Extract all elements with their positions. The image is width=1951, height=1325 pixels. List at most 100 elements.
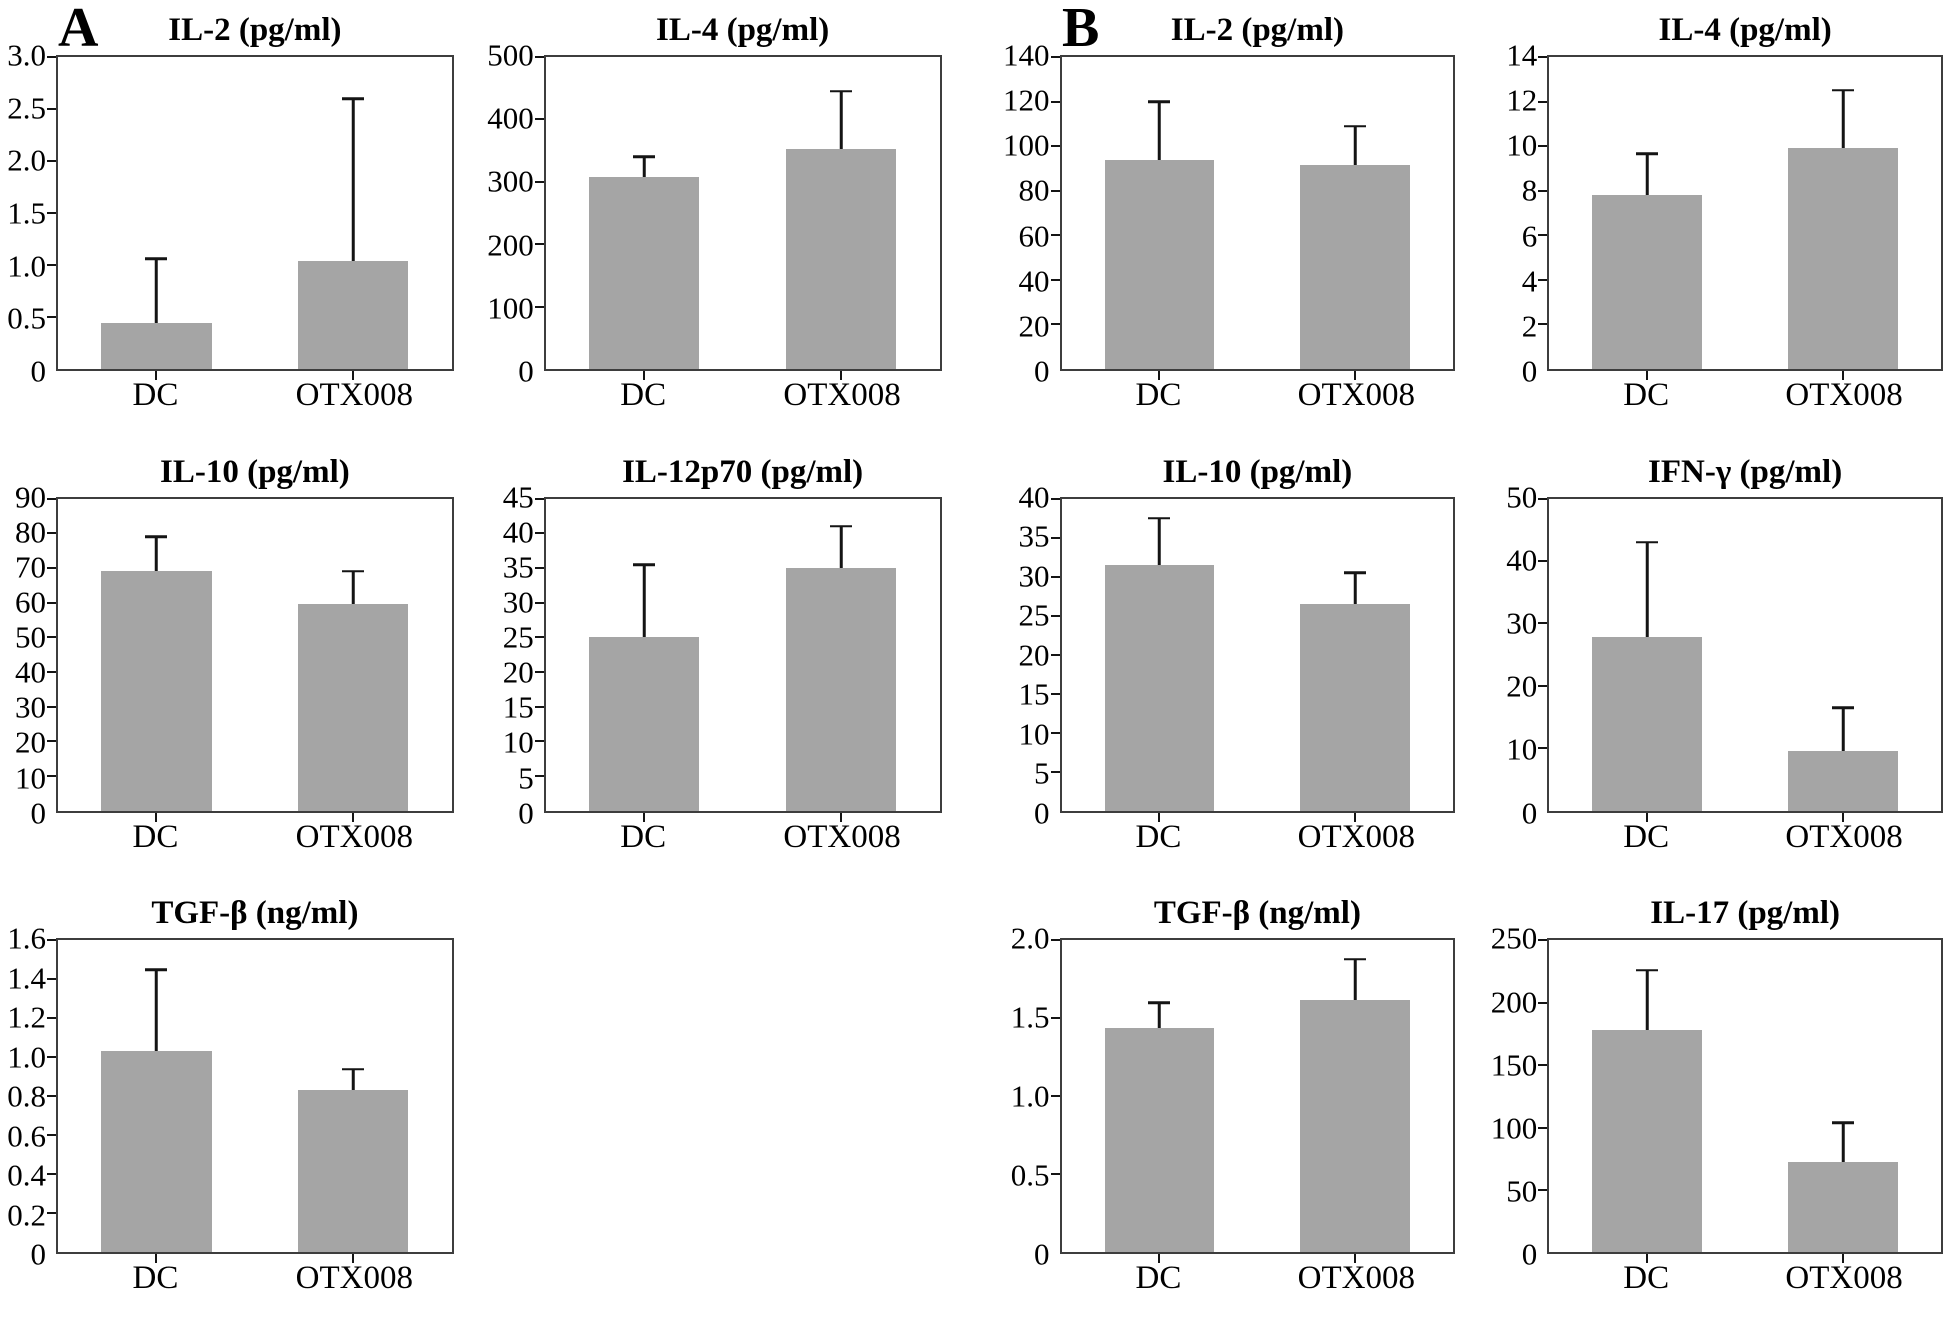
error-bar-cap (342, 570, 365, 573)
chart-cell: IFN-γ (pg/ml) 0 10 20 30 40 50 DC OTX008 (1463, 442, 1951, 884)
error-bar-line (642, 564, 646, 638)
y-tick-label: 20 (15, 724, 46, 760)
y-tick-mark (1538, 747, 1548, 750)
x-tick-mark (1842, 371, 1845, 380)
y-tick-label: 20 (1018, 637, 1050, 673)
x-tick-mark (155, 1254, 158, 1264)
y-tick-label: 10 (15, 760, 46, 796)
x-tick-mark (840, 371, 843, 380)
y-tick-mark (1050, 100, 1060, 103)
panel-label-a: A (58, 0, 99, 59)
y-tick-mark (534, 532, 544, 535)
y-tick-label: 30 (1018, 558, 1050, 594)
x-tick-mark (352, 371, 355, 380)
y-axis-tick-labels: 0 10 20 30 40 50 (1463, 481, 1547, 828)
y-tick-label: 0 (1034, 795, 1050, 831)
bar-otx008 (1300, 165, 1411, 369)
y-tick-label: 0 (1521, 795, 1538, 831)
x-axis-labels: DC OTX008 (56, 1254, 454, 1316)
chart-title: IL-12p70 (pg/ml) (622, 453, 864, 490)
chart-title: IL-17 (pg/ml) (1650, 895, 1840, 932)
y-axis-tick-labels: 0 0.5 1.0 1.5 2.0 (976, 923, 1060, 1270)
y-tick-label: 250 (1490, 920, 1538, 956)
y-tick-mark (47, 1056, 56, 1059)
error-bar-line (1158, 1002, 1161, 1028)
y-tick-mark (534, 243, 544, 246)
y-tick-label: 14 (1506, 37, 1538, 73)
error-bar-cap (1148, 1001, 1171, 1004)
y-tick-label: 0.5 (1010, 1157, 1050, 1193)
bar-dc (589, 637, 700, 811)
error-bar-cap (342, 1067, 365, 1071)
x-label-otx008: OTX008 (783, 818, 901, 855)
y-tick-mark (47, 567, 56, 569)
y-tick-mark (1538, 234, 1548, 237)
bar-dc (101, 1051, 212, 1253)
x-label-dc: DC (132, 818, 179, 855)
y-tick-mark (1050, 56, 1060, 58)
y-tick-label: 0.5 (7, 300, 46, 336)
x-tick-mark (1354, 371, 1357, 380)
x-tick-mark (1354, 812, 1357, 822)
y-tick-label: 4 (1521, 263, 1538, 299)
error-bar-line (1645, 153, 1649, 196)
bar-otx008 (1788, 148, 1898, 369)
error-bar-line (1645, 970, 1649, 1031)
y-tick-mark (47, 1212, 56, 1215)
chart-cell: IL-10 (pg/ml) 0 5 10 15 20 25 30 35 40 DC OTX008 (976, 442, 1464, 884)
y-tick-label: 2.0 (1010, 920, 1050, 956)
chart-cell: IL-4 (pg/ml) 0 100 200 300 400 500 DC OTX008 (487, 0, 976, 442)
y-tick-mark (47, 705, 56, 708)
y-tick-label: 10 (1018, 716, 1050, 752)
error-bar-line (155, 258, 158, 324)
error-bar-cap (1832, 1121, 1855, 1124)
y-tick-label: 10 (1506, 127, 1538, 163)
bar-dc (101, 323, 212, 369)
x-label-dc: DC (1135, 818, 1182, 855)
error-bar-cap (1636, 541, 1659, 544)
y-tick-label: 10 (502, 724, 534, 760)
y-tick-label: 80 (15, 514, 46, 550)
y-tick-label: 8 (1521, 172, 1538, 208)
y-axis-tick-labels: 0 100 200 300 400 500 (487, 40, 544, 387)
x-tick-mark (1158, 371, 1161, 380)
bar-otx008 (298, 260, 409, 369)
x-label-dc: DC (620, 818, 667, 855)
y-tick-mark (1538, 1001, 1548, 1004)
y-tick-mark (47, 316, 56, 318)
error-bar-cap (1344, 124, 1367, 128)
y-tick-mark (47, 160, 56, 162)
y-tick-mark (1538, 189, 1548, 192)
x-tick-mark (352, 1254, 355, 1264)
bar-otx008 (1300, 603, 1411, 811)
y-tick-mark (47, 1134, 56, 1137)
y-tick-mark (1050, 536, 1060, 539)
x-label-dc: DC (132, 1260, 179, 1297)
error-bar-line (155, 969, 158, 1052)
y-tick-label: 300 (487, 163, 534, 199)
y-tick-mark (534, 497, 544, 500)
y-tick-label: 5 (1034, 755, 1050, 791)
error-bar-line (1841, 1122, 1845, 1163)
error-bar-cap (1832, 89, 1855, 92)
plot-area (1050, 55, 1456, 380)
y-tick-mark (1050, 323, 1060, 326)
y-tick-label: 3.0 (7, 37, 46, 73)
chart-body: 0 100 200 300 400 500 (487, 40, 976, 387)
x-tick-mark (643, 812, 646, 822)
error-bar-cap (1636, 152, 1659, 156)
y-tick-label: 45 (502, 479, 534, 515)
y-tick-label: 35 (1018, 518, 1050, 554)
y-tick-mark (1538, 560, 1548, 563)
plot-area (47, 55, 454, 380)
x-label-otx008: OTX008 (295, 818, 413, 855)
x-tick-mark (1646, 812, 1649, 822)
y-tick-label: 12 (1506, 82, 1538, 118)
x-tick-mark (643, 371, 646, 380)
x-axis-labels: DC OTX008 (1547, 371, 1943, 433)
y-tick-mark (47, 56, 56, 58)
plot-area (1050, 938, 1456, 1264)
x-axis-labels: DC OTX008 (56, 813, 454, 875)
y-tick-mark (47, 775, 56, 777)
y-tick-label: 200 (487, 227, 534, 263)
